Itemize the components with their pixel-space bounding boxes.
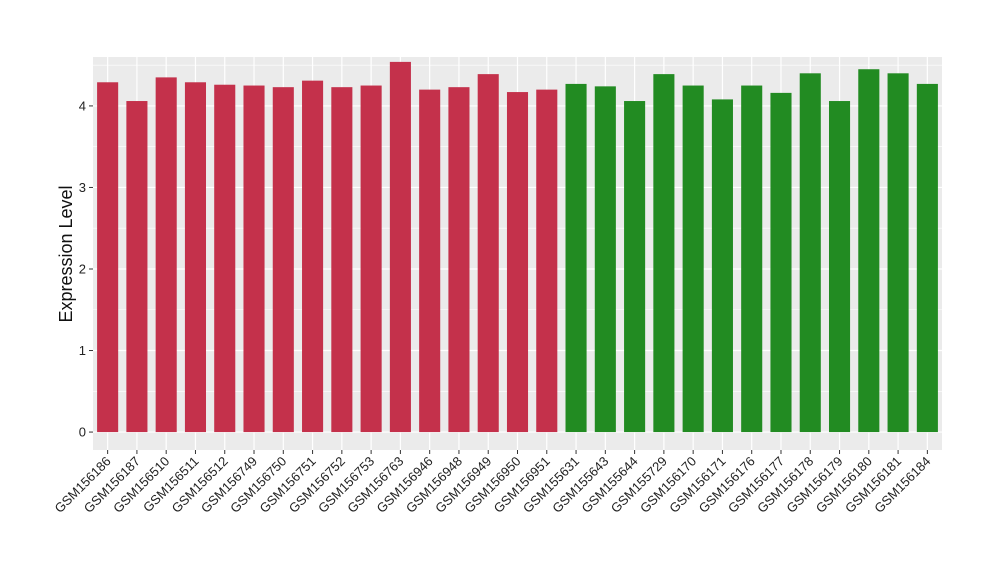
y-tick-label: 3 [79,180,86,195]
bar-GSM156753 [360,85,382,433]
bar-GSM156949 [477,74,499,433]
bar-GSM156178 [799,73,821,433]
bar-GSM156184 [916,83,938,433]
bar-GSM156179 [828,101,851,433]
y-tick-label: 2 [79,261,86,276]
bar-GSM156751 [302,80,324,433]
bar-GSM156750 [272,87,294,433]
y-axis-title: Expression Level [56,185,76,322]
bar-GSM156763 [389,61,411,433]
bar-GSM156511 [184,82,207,433]
bar-GSM156176 [741,85,763,433]
bar-GSM156951 [536,89,558,433]
bar-GSM155729 [653,74,675,433]
bar-GSM156752 [331,87,353,433]
bar-GSM156950 [506,92,529,433]
bars [97,61,938,433]
bar-GSM156186 [97,82,119,433]
bar-GSM156187 [126,101,148,433]
bar-GSM156948 [448,87,470,433]
bar-GSM155631 [565,83,587,433]
bar-GSM156177 [770,92,792,433]
bar-GSM156170 [682,85,704,433]
x-axis: GSM156186GSM156187GSM156510GSM156511GSM1… [52,450,933,516]
bar-GSM156180 [858,69,880,433]
y-tick-label: 4 [79,98,86,113]
bar-GSM156171 [711,99,733,433]
bar-GSM155644 [624,101,646,433]
bar-GSM156510 [155,77,177,433]
bar-GSM155643 [594,86,616,433]
y-tick-label: 0 [79,425,86,440]
bar-GSM156749 [243,85,265,433]
y-axis: 0 1 2 3 4 [79,98,93,440]
bar-GSM156181 [887,73,909,433]
bar-GSM156946 [419,89,441,433]
bar-GSM156512 [214,84,236,433]
y-tick-label: 1 [79,343,86,358]
